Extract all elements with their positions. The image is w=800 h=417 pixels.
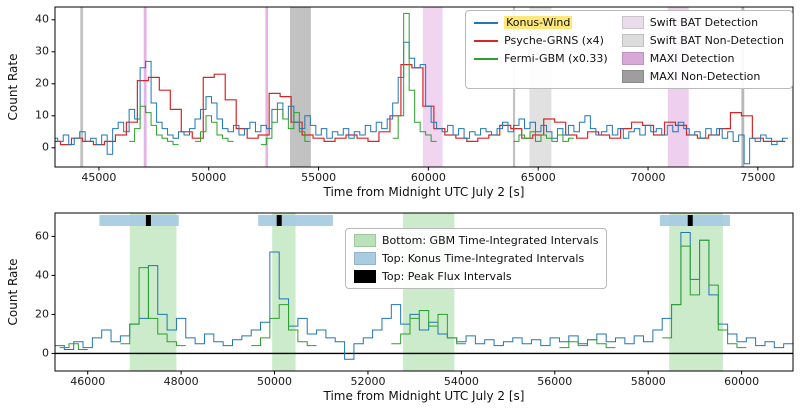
x-axis-label-top: Time from Midnight UTC July 2 [s]: [323, 185, 525, 199]
legend-item-peak-flux: Top: Peak Flux Intervals: [354, 270, 598, 283]
psyche-line-swatch: [474, 39, 499, 42]
legend-item-konus-intervals: Top: Konus Time-Integrated Intervals: [354, 252, 598, 265]
legend-label-psyche: Psyche-GRNS (x4): [504, 34, 604, 47]
bat-nondetection-swatch: [621, 34, 644, 47]
legend-item-konus: Konus-Wind: [474, 16, 608, 29]
legend-label-bat-nondetection: Swift BAT Non-Detection: [649, 34, 784, 47]
legend-item-maxi-detection: MAXI Detection: [621, 52, 784, 65]
gbm-intervals-swatch: [354, 234, 376, 247]
y-axis-label-bottom: Count Rate: [6, 258, 20, 326]
legend-label-maxi-nondetection: MAXI Non-Detection: [649, 70, 761, 83]
legend-label-konus-intervals: Top: Konus Time-Integrated Intervals: [382, 252, 585, 265]
bat-detection-swatch: [621, 16, 644, 29]
maxi-nondetection-swatch: [621, 70, 644, 83]
maxi-detection-swatch: [621, 52, 644, 65]
legend-item-bat-nondetection: Swift BAT Non-Detection: [621, 34, 784, 47]
legend-item-bat-detection: Swift BAT Detection: [621, 16, 784, 29]
legend-item-maxi-nondetection: MAXI Non-Detection: [621, 70, 784, 83]
konus-line-swatch: [474, 21, 499, 24]
legend-label-maxi-detection: MAXI Detection: [649, 52, 735, 65]
legend-top-panel: Konus-Wind Psyche-GRNS (x4) Fermi-GBM (x…: [465, 10, 793, 89]
gbm-line-swatch: [474, 57, 499, 60]
peak-flux-swatch: [354, 270, 376, 283]
legend-bottom-panel: Bottom: GBM Time-Integrated Intervals To…: [345, 228, 608, 289]
legend-label-peak-flux: Top: Peak Flux Intervals: [382, 270, 512, 283]
legend-item-gbm: Fermi-GBM (x0.33): [474, 52, 608, 65]
legend-label-gbm: Fermi-GBM (x0.33): [504, 52, 608, 65]
konus-intervals-swatch: [354, 252, 376, 265]
legend-item-psyche: Psyche-GRNS (x4): [474, 34, 608, 47]
y-axis-label-top: Count Rate: [6, 53, 20, 121]
legend-label-gbm-intervals: Bottom: GBM Time-Integrated Intervals: [382, 234, 599, 247]
legend-label-konus: Konus-Wind: [504, 16, 573, 29]
x-axis-label-bottom: Time from Midnight UTC July 2 [s]: [323, 389, 525, 403]
legend-item-gbm-intervals: Bottom: GBM Time-Integrated Intervals: [354, 234, 598, 247]
legend-label-bat-detection: Swift BAT Detection: [649, 16, 759, 29]
